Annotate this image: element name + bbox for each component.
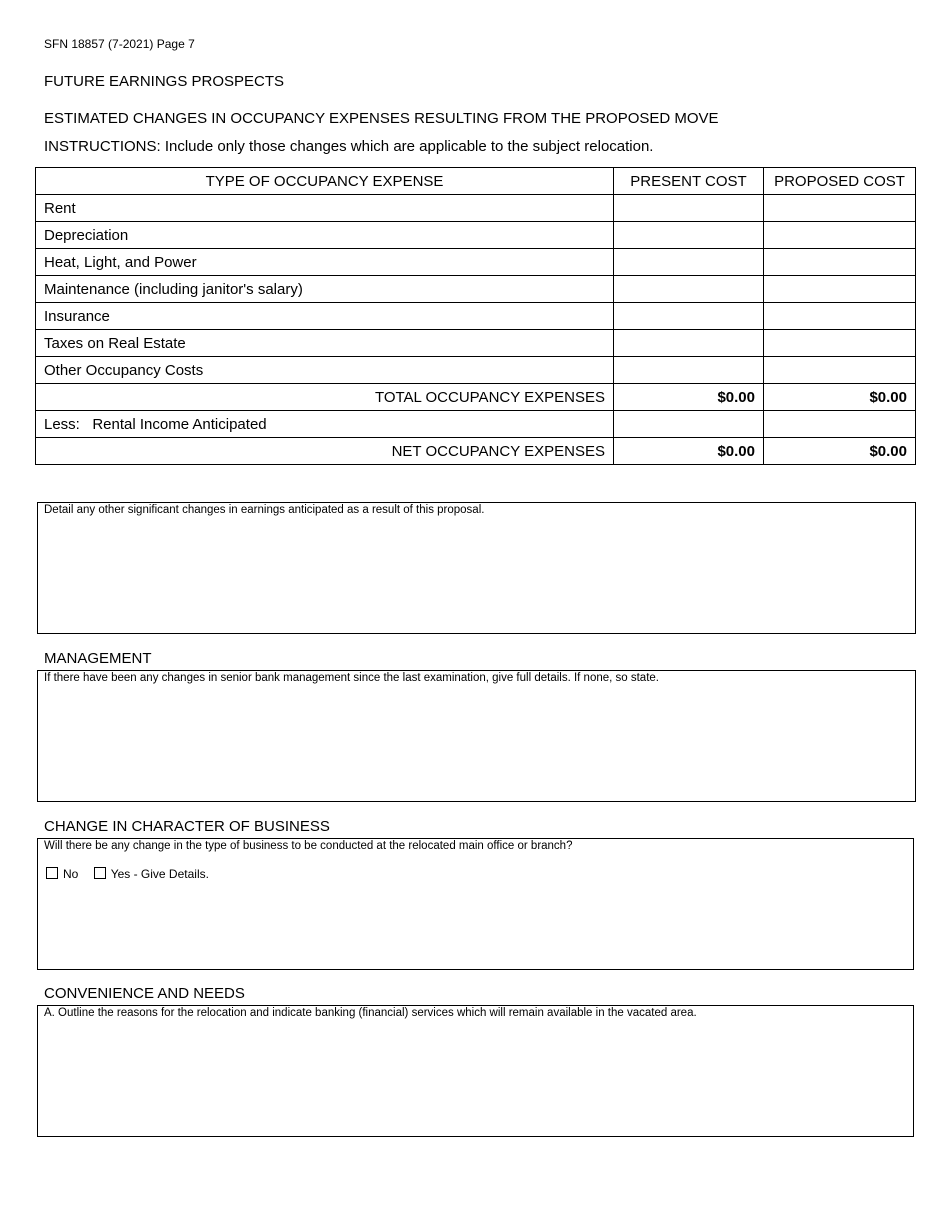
table-row: Maintenance (including janitor's salary) bbox=[35, 275, 916, 303]
present-cost-input[interactable] bbox=[613, 221, 764, 249]
header-type: TYPE OF OCCUPANCY EXPENSE bbox=[35, 167, 614, 195]
net-label: NET OCCUPANCY EXPENSES bbox=[35, 437, 614, 465]
proposed-cost-input[interactable] bbox=[763, 356, 916, 384]
change-business-field[interactable]: Will there be any change in the type of … bbox=[37, 838, 914, 970]
subtitle: ESTIMATED CHANGES IN OCCUPANCY EXPENSES … bbox=[44, 110, 719, 127]
table-row: Heat, Light, and Power bbox=[35, 248, 916, 276]
total-label: TOTAL OCCUPANCY EXPENSES bbox=[35, 383, 614, 411]
net-row: NET OCCUPANCY EXPENSES $0.00 $0.00 bbox=[35, 437, 916, 465]
proposed-cost-input[interactable] bbox=[763, 248, 916, 276]
no-checkbox[interactable] bbox=[46, 867, 58, 879]
earnings-detail-field[interactable]: Detail any other significant changes in … bbox=[37, 502, 916, 634]
table-row: Taxes on Real Estate bbox=[35, 329, 916, 357]
present-cost-input[interactable] bbox=[613, 302, 764, 330]
total-present[interactable]: $0.00 bbox=[613, 383, 764, 411]
present-cost-input[interactable] bbox=[613, 275, 764, 303]
proposed-cost-input[interactable] bbox=[763, 329, 916, 357]
convenience-field[interactable]: A. Outline the reasons for the relocatio… bbox=[37, 1005, 914, 1137]
less-proposed[interactable] bbox=[763, 410, 916, 438]
earnings-detail-prompt: Detail any other significant changes in … bbox=[44, 504, 485, 516]
table-header: TYPE OF OCCUPANCY EXPENSE PRESENT COST P… bbox=[35, 167, 916, 195]
yes-option[interactable]: Yes - Give Details. bbox=[93, 867, 209, 881]
table-row: Insurance bbox=[35, 302, 916, 330]
management-prompt: If there have been any changes in senior… bbox=[44, 672, 659, 684]
present-cost-input[interactable] bbox=[613, 356, 764, 384]
section-title: FUTURE EARNINGS PROSPECTS bbox=[44, 73, 285, 90]
total-proposed[interactable]: $0.00 bbox=[763, 383, 916, 411]
net-proposed[interactable]: $0.00 bbox=[763, 437, 916, 465]
present-cost-input[interactable] bbox=[613, 329, 764, 357]
header-proposed: PROPOSED COST bbox=[763, 167, 916, 195]
less-row: Less: Rental Income Anticipated bbox=[35, 410, 916, 438]
proposed-cost-input[interactable] bbox=[763, 275, 916, 303]
occupancy-expense-table: TYPE OF OCCUPANCY EXPENSE PRESENT COST P… bbox=[35, 167, 916, 465]
present-cost-input[interactable] bbox=[613, 194, 764, 222]
table-row: Rent bbox=[35, 194, 916, 222]
management-field[interactable]: If there have been any changes in senior… bbox=[37, 670, 916, 802]
expense-label: Heat, Light, and Power bbox=[35, 248, 614, 276]
table-row: Other Occupancy Costs bbox=[35, 356, 916, 384]
total-row: TOTAL OCCUPANCY EXPENSES $0.00 $0.00 bbox=[35, 383, 916, 411]
form-id: SFN 18857 (7-2021) Page 7 bbox=[44, 37, 195, 51]
instructions: INSTRUCTIONS: Include only those changes… bbox=[44, 138, 654, 155]
expense-label: Taxes on Real Estate bbox=[35, 329, 614, 357]
expense-label: Other Occupancy Costs bbox=[35, 356, 614, 384]
header-present: PRESENT COST bbox=[613, 167, 764, 195]
less-label: Less: Rental Income Anticipated bbox=[35, 410, 614, 438]
table-row: Depreciation bbox=[35, 221, 916, 249]
convenience-prompt: A. Outline the reasons for the relocatio… bbox=[44, 1007, 697, 1019]
proposed-cost-input[interactable] bbox=[763, 194, 916, 222]
management-title: MANAGEMENT bbox=[44, 650, 152, 667]
expense-label: Insurance bbox=[35, 302, 614, 330]
net-present[interactable]: $0.00 bbox=[613, 437, 764, 465]
present-cost-input[interactable] bbox=[613, 248, 764, 276]
expense-label: Rent bbox=[35, 194, 614, 222]
change-business-prompt: Will there be any change in the type of … bbox=[44, 840, 573, 852]
expense-label: Maintenance (including janitor's salary) bbox=[35, 275, 614, 303]
proposed-cost-input[interactable] bbox=[763, 302, 916, 330]
no-option[interactable]: No bbox=[46, 867, 78, 881]
change-business-title: CHANGE IN CHARACTER OF BUSINESS bbox=[44, 818, 330, 835]
less-present[interactable] bbox=[613, 410, 764, 438]
yes-checkbox[interactable] bbox=[93, 867, 106, 879]
expense-label: Depreciation bbox=[35, 221, 614, 249]
proposed-cost-input[interactable] bbox=[763, 221, 916, 249]
convenience-title: CONVENIENCE AND NEEDS bbox=[44, 985, 245, 1002]
